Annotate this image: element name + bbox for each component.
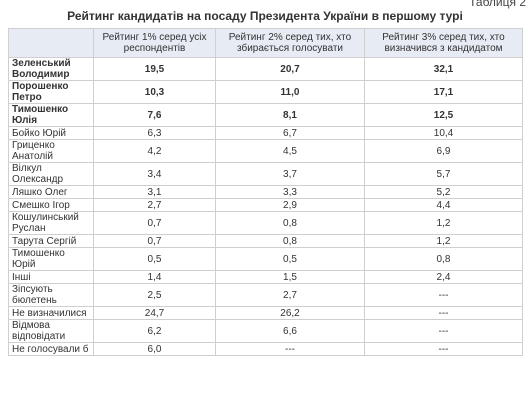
rating-all-cell: 7,6: [93, 103, 216, 127]
table-body: Зеленський Володимир 19,5 20,7 32,1 Порошенк…: [8, 57, 523, 356]
table-row: Зіпсують бюлетень 2,5 2,7 ---: [8, 283, 523, 307]
rating-voters-cell: ---: [215, 342, 365, 356]
rating-all-cell: 19,5: [93, 57, 216, 81]
table-row: Бойко Юрій 6,3 6,7 10,4: [8, 126, 523, 140]
rating-voters-cell: 20,7: [215, 57, 365, 81]
rating-all-cell: 0,7: [93, 211, 216, 235]
rating-decided-cell: 5,2: [364, 185, 523, 199]
candidate-name-cell: Гриценко Анатолій: [8, 139, 94, 163]
rating-all-cell: 10,3: [93, 80, 216, 104]
rating-decided-cell: ---: [364, 319, 523, 343]
header-rating-decided: Рейтинг 3% серед тих, хто визначився з к…: [364, 28, 523, 58]
rating-all-cell: 3,4: [93, 162, 216, 186]
candidate-name-cell: Відмова відповідати: [8, 319, 94, 343]
rating-decided-cell: 4,4: [364, 198, 523, 212]
table-row: Кошулинський Руслан 0,7 0,8 1,2: [8, 211, 523, 235]
rating-all-cell: 24,7: [93, 306, 216, 320]
rating-all-cell: 0,5: [93, 247, 216, 271]
header-rating-all: Рейтинг 1% серед усіх респондентів: [93, 28, 216, 58]
rating-decided-cell: ---: [364, 283, 523, 307]
table-row: Тимошенко Юлія 7,6 8,1 12,5: [8, 103, 523, 127]
rating-all-cell: 3,1: [93, 185, 216, 199]
rating-all-cell: 2,5: [93, 283, 216, 307]
table-row: Інші 1,4 1,5 2,4: [8, 270, 523, 284]
rating-decided-cell: 12,5: [364, 103, 523, 127]
header-candidate: [8, 28, 94, 58]
table-title: Рейтинг кандидатів на посаду Президента …: [67, 9, 463, 23]
rating-voters-cell: 11,0: [215, 80, 365, 104]
candidate-name-cell: Кошулинський Руслан: [8, 211, 94, 235]
rating-all-cell: 0,7: [93, 234, 216, 248]
rating-decided-cell: 1,2: [364, 234, 523, 248]
rating-decided-cell: 2,4: [364, 270, 523, 284]
candidate-name-cell: Бойко Юрій: [8, 126, 94, 140]
rating-decided-cell: 5,7: [364, 162, 523, 186]
rating-decided-cell: 0,8: [364, 247, 523, 271]
rating-decided-cell: 1,2: [364, 211, 523, 235]
rating-voters-cell: 6,7: [215, 126, 365, 140]
rating-decided-cell: ---: [364, 342, 523, 356]
rating-decided-cell: 10,4: [364, 126, 523, 140]
ratings-table: Рейтинг 1% серед усіх респондентів Рейти…: [8, 28, 523, 356]
candidate-name-cell: Інші: [8, 270, 94, 284]
header-row: Рейтинг 1% серед усіх респондентів Рейти…: [8, 28, 523, 58]
table-row: Ляшко Олег 3,1 3,3 5,2: [8, 185, 523, 199]
table-row: Тимошенко Юрій 0,5 0,5 0,8: [8, 247, 523, 271]
rating-all-cell: 2,7: [93, 198, 216, 212]
table-row: Відмова відповідати 6,2 6,6 ---: [8, 319, 523, 343]
rating-voters-cell: 0,8: [215, 234, 365, 248]
table-row: Тарута Сергій 0,7 0,8 1,2: [8, 234, 523, 248]
candidate-name-cell: Порошенко Петро: [8, 80, 94, 104]
rating-voters-cell: 0,5: [215, 247, 365, 271]
table-row: Не голосували б 6,0 --- ---: [8, 342, 523, 356]
table-row: Вілкул Олександр 3,4 3,7 5,7: [8, 162, 523, 186]
rating-voters-cell: 0,8: [215, 211, 365, 235]
rating-all-cell: 1,4: [93, 270, 216, 284]
table-row: Смешко Ігор 2,7 2,9 4,4: [8, 198, 523, 212]
table-row: Не визначилися 24,7 26,2 ---: [8, 306, 523, 320]
candidate-name-cell: Вілкул Олександр: [8, 162, 94, 186]
table-row: Зеленський Володимир 19,5 20,7 32,1: [8, 57, 523, 81]
rating-voters-cell: 8,1: [215, 103, 365, 127]
candidate-name-cell: Зеленський Володимир: [8, 57, 94, 81]
rating-voters-cell: 2,9: [215, 198, 365, 212]
table-row: Порошенко Петро 10,3 11,0 17,1: [8, 80, 523, 104]
rating-all-cell: 4,2: [93, 139, 216, 163]
rating-voters-cell: 3,7: [215, 162, 365, 186]
header-rating-voters: Рейтинг 2% серед тих, хто збирається гол…: [215, 28, 365, 58]
rating-voters-cell: 3,3: [215, 185, 365, 199]
table-row: Гриценко Анатолій 4,2 4,5 6,9: [8, 139, 523, 163]
rating-all-cell: 6,0: [93, 342, 216, 356]
rating-all-cell: 6,3: [93, 126, 216, 140]
rating-decided-cell: 6,9: [364, 139, 523, 163]
rating-all-cell: 6,2: [93, 319, 216, 343]
candidate-name-cell: Тарута Сергій: [8, 234, 94, 248]
candidate-name-cell: Не визначилися: [8, 306, 94, 320]
candidate-name-cell: Не голосували б: [8, 342, 94, 356]
candidate-name-cell: Тимошенко Юрій: [8, 247, 94, 271]
rating-voters-cell: 2,7: [215, 283, 365, 307]
candidate-name-cell: Ляшко Олег: [8, 185, 94, 199]
rating-decided-cell: 17,1: [364, 80, 523, 104]
rating-voters-cell: 4,5: [215, 139, 365, 163]
rating-voters-cell: 6,6: [215, 319, 365, 343]
candidate-name-cell: Тимошенко Юлія: [8, 103, 94, 127]
candidate-name-cell: Смешко Ігор: [8, 198, 94, 212]
rating-voters-cell: 26,2: [215, 306, 365, 320]
rating-voters-cell: 1,5: [215, 270, 365, 284]
rating-decided-cell: 32,1: [364, 57, 523, 81]
candidate-name-cell: Зіпсують бюлетень: [8, 283, 94, 307]
table-header: Рейтинг 1% серед усіх респондентів Рейти…: [8, 28, 523, 58]
rating-decided-cell: ---: [364, 306, 523, 320]
table-number: Таблиця 2: [469, 0, 526, 9]
